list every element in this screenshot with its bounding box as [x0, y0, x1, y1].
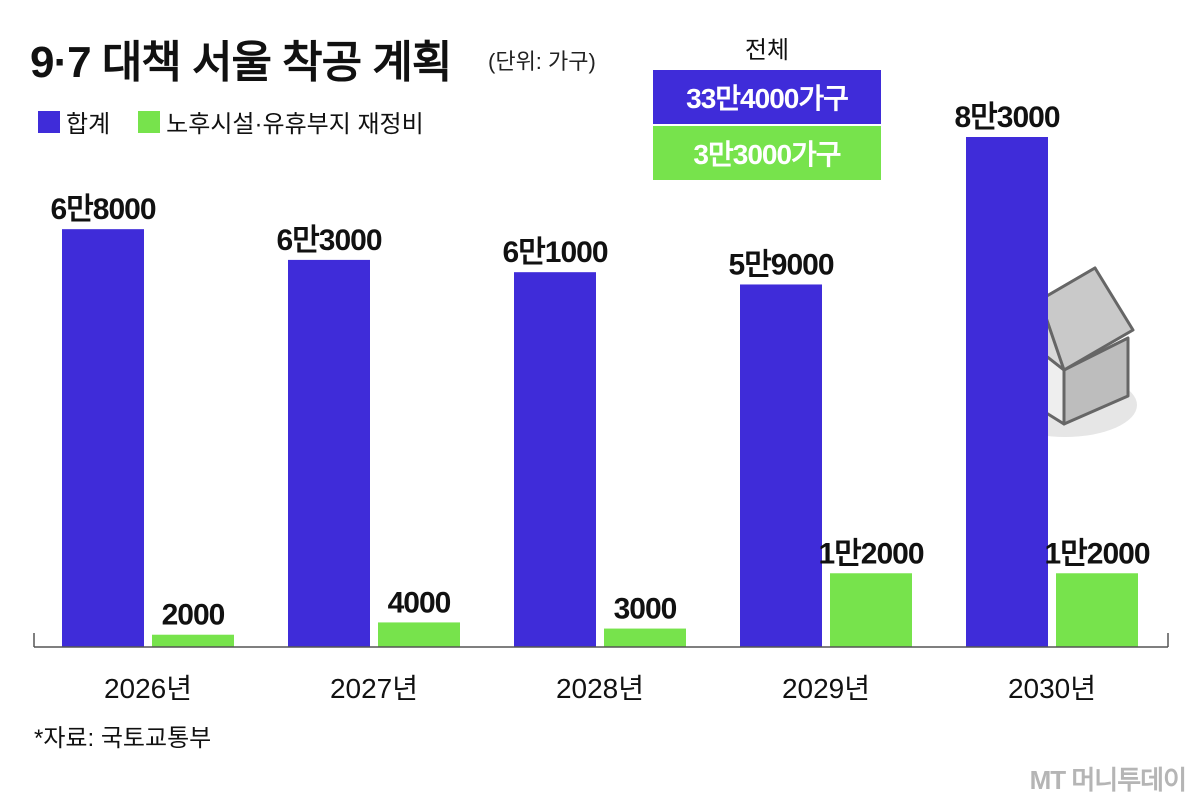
legend-swatch-green	[138, 110, 161, 133]
bar-total	[966, 137, 1048, 647]
data-label: 8만3000	[954, 101, 1059, 134]
data-label: 2000	[162, 599, 225, 632]
x-axis: 2026년 2027년 2028년 2029년 2030년	[33, 633, 1169, 704]
data-label: 6만8000	[50, 193, 155, 226]
x-tick-label: 2028년	[556, 673, 644, 704]
bar-green	[830, 573, 912, 647]
bar-total	[288, 259, 370, 647]
x-tick-label: 2029년	[782, 673, 870, 704]
source-note: *자료: 국토교통부	[34, 725, 212, 752]
data-label: 6만1000	[502, 236, 607, 269]
bar-green	[378, 622, 460, 647]
data-label: 4000	[388, 586, 451, 619]
bar-green	[152, 634, 234, 647]
legend-swatch-total	[38, 110, 60, 133]
data-label: 1만2000	[1044, 537, 1149, 570]
legend-item-total: 합계	[38, 104, 110, 139]
bar-total	[740, 284, 822, 647]
unit-label: (단위: 가구)	[488, 49, 596, 74]
bar-total	[514, 272, 596, 647]
total-box-green: 3만3000가구	[653, 126, 881, 180]
legend-item-green: 노후시설·유휴부지 재정비	[138, 104, 424, 139]
data-label: 1만2000	[818, 537, 923, 570]
totals-header: 전체	[744, 37, 790, 64]
brand-logo: MT 머니투데이	[1029, 765, 1187, 795]
legend-label-green: 노후시설·유휴부지 재정비	[166, 111, 424, 138]
legend: 합계 노후시설·유휴부지 재정비	[38, 104, 442, 139]
chart-title: 9·7 대책 서울 착공 계획	[30, 38, 452, 87]
data-label: 3000	[614, 593, 677, 626]
data-label: 5만9000	[728, 248, 833, 281]
data-label: 6만3000	[276, 224, 381, 257]
bar-green	[604, 628, 686, 647]
x-tick-label: 2030년	[1008, 673, 1096, 704]
bars-group: 6만8000 2000 6만3000 4000 6만1000 3000 5만9000 1만20…	[50, 101, 1151, 647]
bar-green	[1056, 573, 1138, 647]
x-tick-label: 2027년	[330, 673, 418, 704]
total-box-total: 33만4000가구	[653, 70, 881, 124]
bar-total	[62, 229, 144, 647]
legend-label-total: 합계	[66, 111, 111, 138]
x-tick-label: 2026년	[104, 673, 192, 704]
